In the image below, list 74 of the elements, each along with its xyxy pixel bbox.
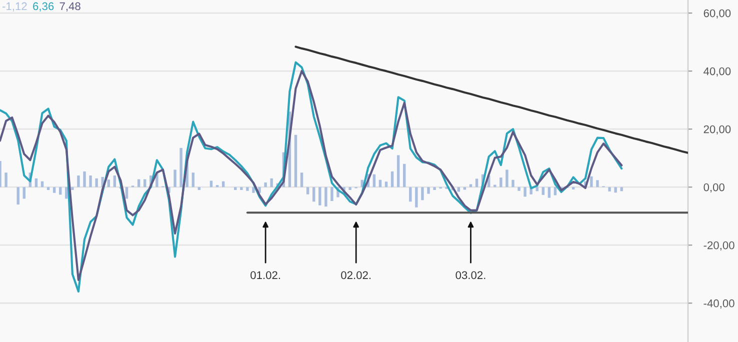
bar — [306, 187, 310, 194]
bar — [174, 170, 176, 188]
bar — [475, 178, 478, 188]
bar — [402, 164, 406, 188]
bar — [95, 178, 98, 188]
bar — [415, 187, 418, 208]
y-tick-label: -20,00 — [704, 241, 734, 251]
y-tick-label: 40,00 — [704, 67, 731, 77]
bar — [409, 187, 412, 202]
annotation: 01.02. — [250, 271, 280, 280]
bar — [270, 178, 273, 188]
bar — [180, 148, 182, 188]
bar — [433, 187, 436, 190]
bar — [22, 187, 26, 199]
annotation: 02.02. — [341, 271, 371, 280]
bar — [608, 187, 611, 192]
bar — [512, 180, 514, 188]
text: -1,12 — [2, 2, 27, 12]
bar — [52, 187, 56, 193]
bar — [46, 187, 50, 190]
bar — [590, 176, 593, 188]
y-tick-label: 20,00 — [704, 125, 731, 135]
bar — [542, 187, 545, 195]
bar — [312, 187, 316, 202]
bar — [396, 155, 400, 188]
bar — [234, 187, 237, 190]
text: 6,36 — [33, 2, 54, 12]
bar — [500, 178, 502, 188]
bar — [469, 184, 472, 188]
annotation: 03.02. — [456, 271, 486, 280]
line-series — [294, 46, 688, 154]
bar — [264, 182, 267, 188]
bar — [614, 187, 617, 193]
text: 7,48 — [60, 2, 80, 12]
bar — [506, 170, 508, 188]
bar — [421, 187, 424, 200]
bar — [252, 187, 255, 193]
bar — [65, 187, 68, 199]
bar — [89, 175, 92, 188]
bar — [71, 187, 74, 190]
bar — [324, 187, 328, 207]
bar — [457, 187, 460, 192]
bar — [518, 187, 520, 191]
bar — [77, 175, 80, 188]
bar — [294, 134, 298, 188]
bar — [4, 172, 8, 188]
bar — [210, 180, 213, 188]
bar — [536, 187, 538, 192]
bar — [548, 187, 551, 198]
y-tick-label: 0,00 — [704, 183, 724, 193]
bar — [554, 187, 557, 196]
bar — [596, 180, 599, 188]
bar — [125, 187, 128, 199]
bar — [246, 187, 249, 191]
bar — [620, 187, 623, 192]
bar — [390, 171, 394, 188]
bar — [198, 187, 201, 190]
bar — [427, 187, 430, 194]
bar — [524, 187, 526, 197]
bar — [330, 187, 334, 202]
bar — [318, 187, 322, 206]
bar — [192, 172, 194, 188]
bar — [113, 175, 116, 188]
bar — [348, 187, 352, 190]
bar — [16, 187, 20, 205]
y-tick-label: 60,00 — [704, 9, 731, 18]
bar — [83, 171, 86, 188]
bar — [384, 182, 388, 188]
y-tick-label: -40,00 — [704, 299, 734, 309]
bar — [300, 172, 304, 188]
bar — [372, 174, 376, 188]
bar — [107, 180, 110, 188]
bar — [58, 187, 62, 195]
bar — [240, 187, 243, 190]
